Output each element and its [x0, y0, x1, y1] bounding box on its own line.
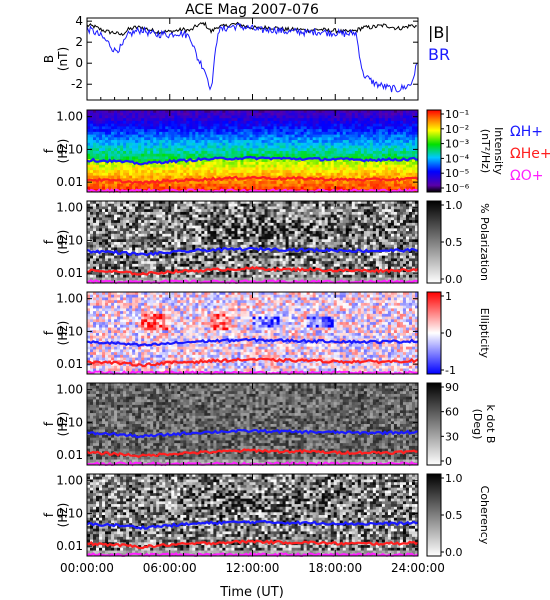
colorbar-tick-label: 10⁻²: [445, 123, 469, 136]
colorbar-tick-label: 10⁻³: [445, 138, 469, 151]
panels-layer: 420-2|B|BRB(nT)1.000.100.01f(Hz)10⁻¹10⁻²…: [42, 14, 550, 559]
colorbar: [426, 200, 442, 284]
colorbar-tick-label: 0.0: [445, 273, 463, 286]
gyro-trace-h: [86, 428, 419, 439]
spectrogram-image: [86, 292, 419, 376]
ytick-label: 2: [75, 35, 83, 49]
colorbar-label: Ellipticity: [478, 308, 491, 359]
y-axis-label: f(Hz): [42, 321, 70, 346]
time-axis: 00:00:00 06:00:00 12:00:00 18:00:00 24:00:00: [60, 18, 445, 575]
ytick-label: 0.10: [56, 142, 83, 156]
colorbar-tick-label: 10⁻⁴: [445, 152, 470, 165]
colorbar-tick-label: 90: [445, 381, 459, 394]
colorbar: [426, 109, 442, 193]
colorbar-label: k dot B(Deg): [471, 405, 497, 444]
y-axis-label: f(Hz): [42, 230, 70, 255]
colorbar-tick-label: 0.5: [445, 236, 463, 249]
ytick-label: 0.10: [56, 415, 83, 429]
colorbar-tick-label: 1: [445, 290, 452, 303]
spectrogram-image: [86, 201, 419, 285]
gyro-trace-he: [86, 265, 419, 276]
colorbar-tick-label: 1.0: [445, 199, 463, 212]
ytick-label: 1.00: [56, 292, 83, 306]
y-axis-label: B(nT): [42, 47, 70, 71]
b-field-lines: [87, 21, 418, 93]
ytick-label: 1.00: [56, 383, 83, 397]
colorbar-tick-label: 10⁻⁵: [445, 167, 469, 180]
ytick-label: 0.01: [56, 448, 83, 462]
gyro-trace-he: [86, 175, 419, 186]
xtick-label: 06:00:00: [143, 561, 197, 575]
colorbar-tick-label: 1.0: [445, 472, 463, 485]
colorbar-tick-label: 0.5: [445, 509, 463, 522]
xtick-label: 18:00:00: [308, 561, 362, 575]
gyro-legend-o: ΩO+: [510, 168, 543, 184]
colorbar-label: Intensity(nT²/Hz): [479, 127, 505, 175]
colorbar-tick-label: 10⁻¹: [445, 108, 469, 121]
series-bmag: [87, 21, 418, 37]
ytick-label: 1.00: [56, 201, 83, 215]
xtick-label: 00:00:00: [60, 561, 114, 575]
colorbar: [426, 473, 442, 557]
xtick-label: 12:00:00: [226, 561, 280, 575]
colorbar: [426, 291, 442, 375]
gyro-trace-h: [86, 519, 419, 530]
y-axis-label: f(Hz): [42, 503, 70, 528]
colorbar-tick-label: -1: [445, 364, 456, 377]
ytick-label: 0.01: [56, 357, 83, 371]
ytick-label: 0.10: [56, 506, 83, 520]
spectrogram-image: [86, 474, 419, 558]
colorbar-tick-label: 0: [445, 455, 452, 468]
figure-title: ACE Mag 2007-076: [185, 2, 319, 18]
colorbar-tick-label: 10⁻⁶: [445, 182, 470, 195]
ytick-label: 0: [75, 56, 83, 70]
spectrogram-image: [86, 110, 419, 194]
spectrogram-image: [86, 383, 419, 467]
series-label: BR: [428, 45, 450, 64]
ytick-label: 1.00: [56, 110, 83, 124]
colorbar-label: Coherency: [478, 486, 491, 545]
ytick-label: 0.01: [56, 266, 83, 280]
colorbar-tick-label: 0: [445, 327, 452, 340]
series-label: |B|: [428, 23, 450, 42]
gyro-legend-h: ΩH+: [510, 124, 543, 140]
ytick-label: 0.01: [56, 539, 83, 553]
colorbar-tick-label: 60: [445, 406, 459, 419]
ytick-label: 1.00: [56, 474, 83, 488]
ytick-label: 0.10: [56, 233, 83, 247]
gyro-trace-h: [86, 246, 419, 257]
colorbar-label: % Polarization: [478, 203, 491, 281]
gyro-trace-h: [86, 337, 419, 348]
ytick-label: 4: [75, 14, 83, 28]
xtick-label: 24:00:00: [391, 561, 445, 575]
gyro-trace-he: [86, 539, 419, 550]
colorbar-tick-label: 0.0: [445, 546, 463, 559]
ytick-label: 0.01: [56, 175, 83, 189]
colorbar: [426, 382, 442, 466]
x-axis-label: Time (UT): [219, 585, 284, 600]
gyro-legend-he: ΩHe+: [510, 146, 550, 162]
colorbar-tick-label: 30: [445, 430, 459, 443]
y-axis-label: f(Hz): [42, 139, 70, 164]
gyro-trace-he: [86, 448, 419, 458]
y-axis-label: f(Hz): [42, 412, 70, 437]
ytick-label: 0.10: [56, 324, 83, 338]
series-br: [87, 22, 418, 93]
ytick-label: -2: [71, 77, 83, 91]
gyro-trace-he: [86, 357, 419, 368]
gyro-trace-h: [86, 155, 419, 166]
